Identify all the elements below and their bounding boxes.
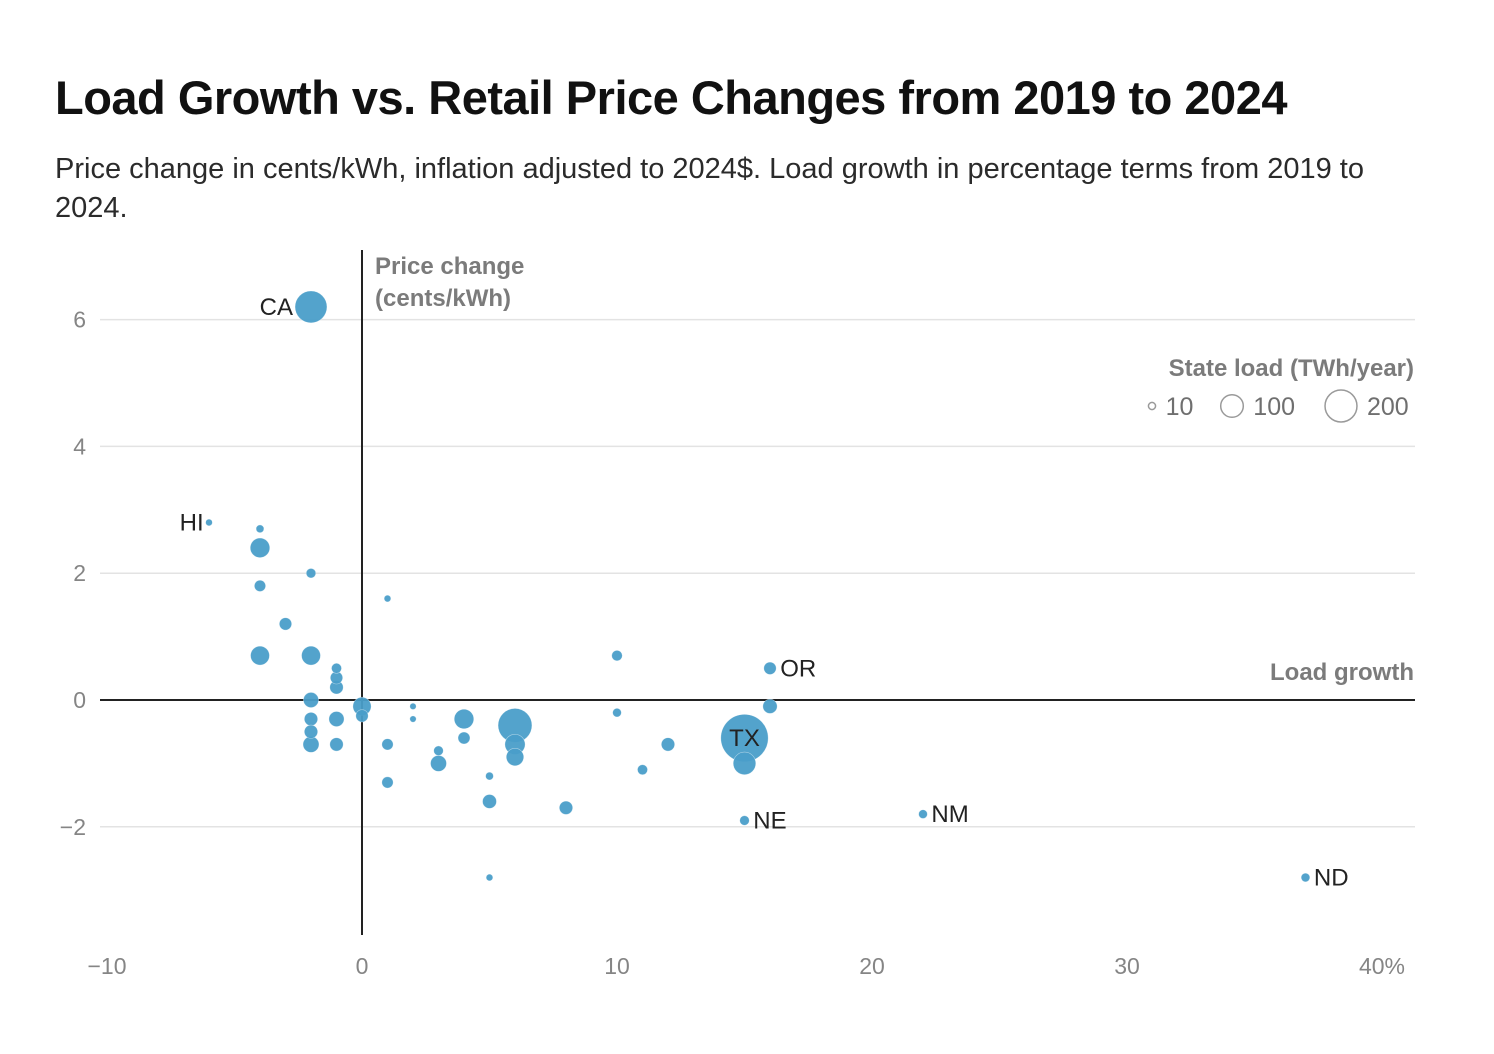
data-point (249, 537, 271, 558)
data-point (732, 751, 757, 776)
size-legend: State load (TWh/year) 10 100 200 (1147, 355, 1414, 423)
legend-label-10: 10 (1166, 393, 1194, 421)
x-tick-label: 0 (356, 953, 369, 979)
legend-circle-200 (1324, 389, 1358, 423)
point-label-tx: TX (729, 725, 760, 752)
data-point-nm (918, 809, 928, 819)
axes (100, 250, 1415, 935)
data-point (433, 745, 444, 756)
legend-label-100: 100 (1253, 393, 1295, 421)
data-point (482, 794, 497, 809)
x-tick-labels: −10 0 10 20 30 40% (87, 953, 1405, 979)
data-point (611, 650, 623, 662)
point-label-ca: CA (260, 294, 293, 321)
y-tick-label: −2 (60, 814, 86, 840)
data-point (305, 568, 317, 579)
x-tick-label: −10 (87, 953, 126, 979)
point-label-nm: NM (931, 801, 968, 828)
data-point-ca (294, 290, 328, 324)
y-tick-label: 4 (73, 433, 86, 459)
y-tick-label: 6 (73, 307, 86, 333)
x-axis-title: Load growth (1270, 659, 1414, 686)
data-point (304, 724, 318, 739)
x-tick-label: 10 (604, 953, 630, 979)
data-point (409, 715, 417, 723)
data-point-ne (739, 815, 750, 826)
data-point (355, 709, 369, 723)
data-point (762, 698, 778, 714)
data-point (559, 800, 573, 815)
data-point (383, 594, 392, 603)
chart-subtitle: Price change in cents/kWh, inflation adj… (55, 153, 1364, 224)
x-tick-label: 20 (859, 953, 885, 979)
data-point (457, 731, 471, 745)
point-labels: CA HI OR TX NE NM ND (180, 294, 1349, 892)
data-point (485, 873, 494, 882)
data-point (331, 662, 342, 674)
point-label-ne: NE (753, 807, 786, 834)
data-point (255, 524, 265, 534)
data-point (381, 738, 394, 751)
data-point (505, 748, 525, 767)
data-point (302, 736, 320, 753)
data-point (304, 712, 318, 727)
data-point-hi (205, 518, 213, 527)
data-point (409, 702, 417, 710)
data-point (485, 771, 494, 781)
data-point (279, 617, 292, 631)
data-point (453, 708, 475, 730)
legend-circle-10 (1147, 401, 1157, 411)
legend-title: State load (TWh/year) (1169, 355, 1414, 382)
data-point (661, 737, 675, 752)
y-tick-label: 2 (73, 560, 86, 586)
data-point (329, 737, 344, 752)
data-point (381, 776, 394, 789)
legend-label-200: 200 (1367, 393, 1409, 421)
legend-circle-100 (1219, 393, 1245, 419)
x-tick-label: 30 (1114, 953, 1140, 979)
x-tick-label: 40% (1359, 953, 1405, 979)
data-point (301, 645, 321, 666)
point-label-or: OR (780, 655, 816, 682)
data-point (430, 755, 447, 772)
data-point (250, 645, 270, 666)
data-point (254, 579, 266, 592)
y-tick-labels: −2 0 2 4 6 (60, 307, 86, 840)
data-point (637, 764, 648, 776)
data-point (612, 708, 622, 718)
y-axis-title-line1: Price change (375, 253, 524, 280)
data-point-nd (1300, 872, 1311, 883)
y-axis-title-line2: (cents/kWh) (375, 285, 511, 312)
point-label-nd: ND (1314, 865, 1349, 892)
data-points (205, 290, 1311, 883)
point-label-hi: HI (180, 509, 204, 536)
data-point (328, 711, 345, 727)
data-point-or (763, 661, 777, 675)
chart-title: Load Growth vs. Retail Price Changes fro… (55, 71, 1287, 124)
y-tick-label: 0 (73, 687, 86, 713)
data-point (303, 692, 319, 708)
